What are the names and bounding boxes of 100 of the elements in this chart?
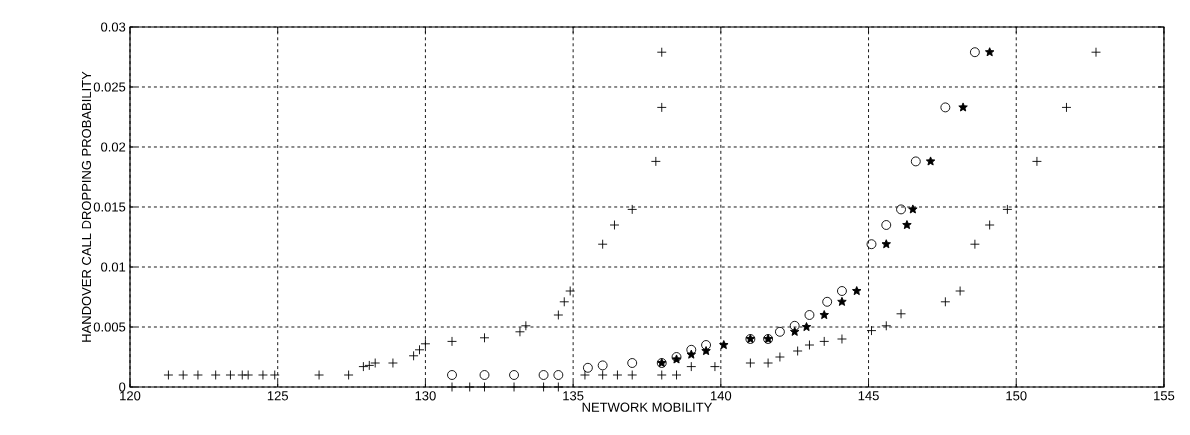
point (358, 361, 369, 372)
x-tick-label: 120 (120, 391, 141, 401)
point (627, 204, 638, 215)
point (896, 308, 906, 319)
point (582, 362, 593, 373)
point (258, 370, 268, 380)
point (908, 204, 918, 214)
point (420, 338, 431, 349)
point (837, 286, 847, 296)
point (364, 360, 375, 371)
point (701, 346, 711, 356)
y-tick-label: 0.02 (101, 142, 126, 152)
point (509, 382, 519, 392)
x-tick-label: 140 (710, 391, 732, 401)
point (789, 320, 800, 331)
point (940, 102, 951, 113)
point (958, 102, 968, 112)
point (1061, 102, 1072, 113)
point (940, 296, 951, 307)
point (819, 310, 829, 320)
point (343, 370, 354, 380)
point (719, 340, 729, 350)
point (955, 286, 966, 296)
point (701, 340, 711, 350)
point (656, 370, 667, 380)
point (538, 370, 549, 380)
point (515, 326, 525, 337)
point (902, 220, 912, 230)
point (789, 326, 800, 336)
point (837, 334, 847, 344)
point (896, 204, 906, 215)
point (447, 370, 457, 380)
point (804, 340, 815, 350)
point (984, 220, 995, 230)
point (447, 382, 457, 392)
point (509, 370, 519, 380)
x-axis-title: NETWORK MOBILITY (582, 402, 713, 412)
point (1091, 47, 1101, 58)
point (580, 370, 590, 380)
point (804, 310, 815, 320)
point (969, 239, 980, 250)
point (745, 358, 756, 368)
point (1002, 204, 1013, 215)
x-tick-label: 145 (858, 391, 879, 401)
point (447, 336, 457, 347)
point (612, 370, 623, 380)
point (650, 156, 661, 167)
y-tick-label: 0.025 (93, 82, 126, 92)
point (464, 382, 475, 392)
point (763, 358, 774, 368)
x-tick-label: 150 (1006, 391, 1027, 401)
point (597, 239, 608, 250)
point (243, 370, 254, 380)
point (792, 346, 803, 356)
y-tick-label: 0 (119, 382, 126, 392)
point (553, 310, 564, 320)
point (910, 156, 921, 167)
point (609, 220, 620, 230)
x-tick-label: 125 (267, 391, 289, 401)
point (837, 296, 847, 306)
point (387, 358, 398, 368)
point (686, 361, 697, 372)
point (774, 352, 785, 362)
point (553, 382, 564, 392)
y-axis-title: HANDOVER CALL DROPPING PROBABILITY (81, 71, 92, 342)
point (520, 320, 531, 331)
y-tick-label: 0.03 (101, 22, 126, 32)
y-tick-label: 0.015 (93, 202, 126, 212)
point (686, 349, 696, 359)
point (709, 361, 720, 372)
point (314, 370, 324, 380)
point (178, 370, 189, 380)
point (597, 360, 608, 371)
point (925, 156, 936, 166)
point (553, 370, 564, 380)
point (193, 370, 203, 380)
x-tick-label: 135 (563, 391, 584, 401)
x-tick-label: 130 (415, 391, 436, 401)
point (852, 286, 862, 296)
point (627, 370, 638, 380)
point (656, 102, 667, 113)
point (819, 336, 830, 347)
point (597, 370, 608, 380)
y-tick-label: 0.01 (101, 262, 126, 272)
point (269, 370, 280, 380)
point (822, 296, 833, 307)
point (225, 370, 236, 380)
point (370, 358, 381, 368)
y-tick-label: 0.005 (93, 322, 126, 332)
point (801, 322, 812, 332)
point (210, 370, 221, 380)
point (408, 350, 419, 361)
point (686, 344, 697, 355)
point (1031, 156, 1042, 167)
point (881, 239, 891, 249)
point (163, 370, 174, 380)
x-tick-label: 155 (1154, 391, 1175, 401)
point (969, 47, 980, 58)
point (479, 370, 490, 380)
point (866, 239, 877, 250)
